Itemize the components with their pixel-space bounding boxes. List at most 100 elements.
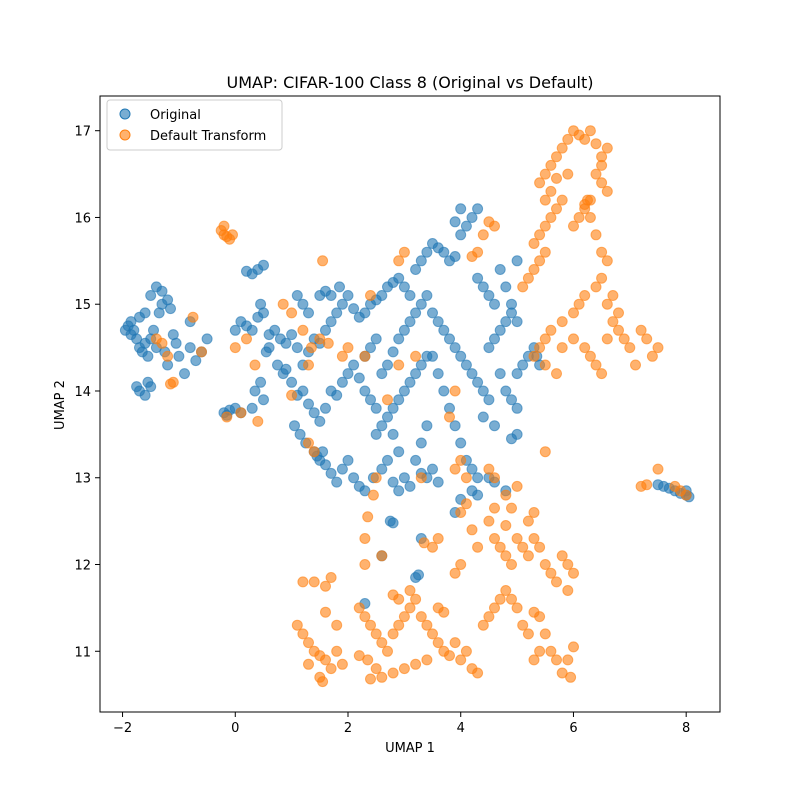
data-point <box>382 645 393 657</box>
data-point <box>297 576 309 588</box>
data-point <box>415 611 427 623</box>
data-point <box>415 437 427 449</box>
y-tick-label: 17 <box>74 125 91 140</box>
data-point <box>336 376 348 388</box>
data-point <box>449 463 461 475</box>
data-point <box>539 168 551 180</box>
data-point <box>303 637 314 649</box>
data-point <box>241 265 252 277</box>
data-point <box>568 220 579 232</box>
data-point <box>528 350 540 362</box>
data-point <box>218 220 230 232</box>
data-point <box>317 255 329 267</box>
data-point <box>522 550 534 562</box>
data-point <box>325 572 337 583</box>
data-point <box>421 619 433 631</box>
data-point <box>303 359 314 371</box>
data-point <box>494 264 506 275</box>
data-point <box>551 368 562 380</box>
data-point <box>387 346 399 358</box>
data-point <box>545 324 557 336</box>
data-point <box>258 259 269 271</box>
data-point <box>336 298 348 310</box>
data-point <box>331 307 343 319</box>
data-point <box>449 342 461 354</box>
data-point <box>336 463 348 475</box>
data-point <box>477 411 489 423</box>
data-point <box>393 394 405 406</box>
data-point <box>449 216 461 228</box>
data-point <box>601 333 613 345</box>
data-point <box>221 411 233 423</box>
data-point <box>427 463 438 475</box>
data-point <box>427 541 438 553</box>
data-point <box>410 658 422 670</box>
data-point <box>294 428 306 440</box>
data-point <box>579 133 591 145</box>
data-point <box>551 576 562 588</box>
data-point <box>477 281 489 293</box>
data-point <box>455 559 467 570</box>
x-tick-label: 4 <box>457 721 465 736</box>
data-point <box>472 667 484 679</box>
data-point <box>415 359 427 371</box>
data-point <box>562 559 574 570</box>
legend-marker-default-transform <box>119 129 131 141</box>
data-point <box>165 378 176 390</box>
data-point <box>348 359 360 371</box>
data-point <box>398 611 410 623</box>
data-point <box>387 517 399 529</box>
data-point <box>308 407 320 419</box>
data-point <box>449 567 461 579</box>
data-point <box>500 520 512 531</box>
data-point <box>359 307 371 319</box>
data-point <box>582 194 593 206</box>
data-point <box>427 628 438 640</box>
data-point <box>449 385 461 397</box>
data-point <box>303 307 314 319</box>
data-point <box>297 324 309 336</box>
data-point <box>579 290 591 301</box>
y-tick-label: 12 <box>74 559 91 574</box>
data-point <box>477 385 489 397</box>
data-point <box>421 290 433 301</box>
data-point <box>325 467 337 479</box>
data-point <box>398 663 410 675</box>
data-point <box>393 333 405 345</box>
data-point <box>263 342 275 354</box>
data-point <box>432 368 444 380</box>
data-point <box>336 350 348 362</box>
data-point <box>353 372 365 384</box>
data-point <box>359 485 371 497</box>
data-point <box>421 246 433 258</box>
data-point <box>320 606 331 618</box>
data-point <box>382 454 393 466</box>
data-point <box>596 159 608 171</box>
data-point <box>438 246 450 258</box>
data-point <box>145 381 157 393</box>
data-point <box>624 342 636 354</box>
data-point <box>522 628 534 640</box>
data-point <box>455 654 467 666</box>
data-point <box>365 619 376 631</box>
data-point <box>418 537 430 549</box>
data-point <box>173 350 185 362</box>
data-point <box>601 255 613 267</box>
data-point <box>291 619 303 631</box>
data-point <box>472 541 484 553</box>
data-point <box>190 355 202 367</box>
data-point <box>556 550 568 562</box>
data-point <box>359 611 371 623</box>
data-point <box>336 658 348 670</box>
data-point <box>370 402 382 414</box>
data-point <box>596 177 608 189</box>
legend-marker-original <box>119 108 131 120</box>
data-point <box>607 290 619 301</box>
data-point <box>472 376 484 388</box>
data-point <box>331 645 343 657</box>
data-point <box>511 533 523 544</box>
data-point <box>483 611 495 623</box>
data-point <box>539 194 551 206</box>
axis-ticks: −2 0 2 4 6 8 11 12 13 14 15 16 17 <box>74 125 690 736</box>
